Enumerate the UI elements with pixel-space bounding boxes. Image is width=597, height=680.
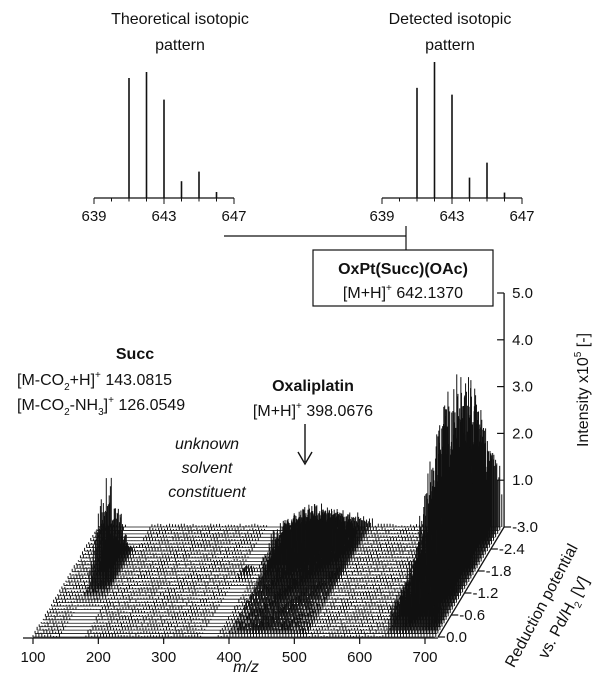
theoretical-inset-tick-label: 647 <box>221 208 246 225</box>
detected-inset-tick-label: 643 <box>439 208 464 225</box>
succ-label: Succ <box>116 346 154 363</box>
succ-fragment-1: [M-CO2+H]+ 143.0815 <box>17 370 172 393</box>
detected-title-line1: Detected isotopic <box>389 11 512 28</box>
y-axis-tick-label: 5.0 <box>512 285 533 302</box>
detected-inset: 639 643 647 <box>369 62 535 225</box>
z-axis-tick-label: -1.8 <box>486 563 512 580</box>
z-axis-tick-label: -0.6 <box>459 607 485 624</box>
y-axis-tick-label: 2.0 <box>512 425 533 442</box>
x-axis-tick-label: 700 <box>412 649 437 666</box>
oxaliplatin-ion: [M+H]+ 398.0676 <box>253 401 373 420</box>
x-axis-title: m/z <box>233 659 259 676</box>
unknown-label-line2: solvent <box>182 460 233 477</box>
detected-inset-tick-label: 639 <box>369 208 394 225</box>
unknown-label-line1: unknown <box>175 436 239 453</box>
y-axis-tick-label: 3.0 <box>512 379 533 396</box>
theoretical-inset: 639 643 647 <box>81 72 247 225</box>
x-axis-tick-label: 100 <box>20 649 45 666</box>
y-axis-tick-label: 4.0 <box>512 332 533 349</box>
compound-box-ion-line: [M+H]+ 642.1370 <box>343 283 463 302</box>
z-axis-tick-label: -3.0 <box>512 519 538 536</box>
theoretical-inset-tick-label: 643 <box>151 208 176 225</box>
succ-fragment-2: [M-CO2-NH3]+ 126.0549 <box>17 395 185 418</box>
waterfall-axes: 100 200 300 400 500 600 700 0.0 -0.6 -1.2 -1.8 -2.4… <box>20 285 537 666</box>
theoretical-title-line1: Theoretical isotopic <box>111 11 249 28</box>
compound-box-name: OxPt(Succ)(OAc) <box>338 261 468 278</box>
x-axis-tick-label: 500 <box>282 649 307 666</box>
x-axis-tick-label: 300 <box>151 649 176 666</box>
z-axis-tick-label: -2.4 <box>499 541 525 558</box>
z-axis-tick-label: 0.0 <box>446 629 467 646</box>
compound-box <box>312 249 494 307</box>
oxaliplatin-label: Oxaliplatin <box>272 378 354 395</box>
theoretical-inset-tick-label: 639 <box>81 208 106 225</box>
detected-title-line2: pattern <box>425 37 475 54</box>
unknown-label-line3: constituent <box>168 484 246 501</box>
x-axis-tick-label: 400 <box>216 649 241 666</box>
theoretical-title-line2: pattern <box>155 37 205 54</box>
y-axis-title: Intensity x105 [-] <box>573 333 592 447</box>
y-axis-tick-label: 1.0 <box>512 472 533 489</box>
detected-inset-tick-label: 647 <box>509 208 534 225</box>
z-axis-tick-label: -1.2 <box>472 585 498 602</box>
oxaliplatin-arrow-head <box>297 451 313 466</box>
waterfall-plot <box>32 374 503 638</box>
z-axis-line <box>437 526 505 638</box>
x-axis-tick-label: 600 <box>347 649 372 666</box>
x-axis-tick-label: 200 <box>86 649 111 666</box>
